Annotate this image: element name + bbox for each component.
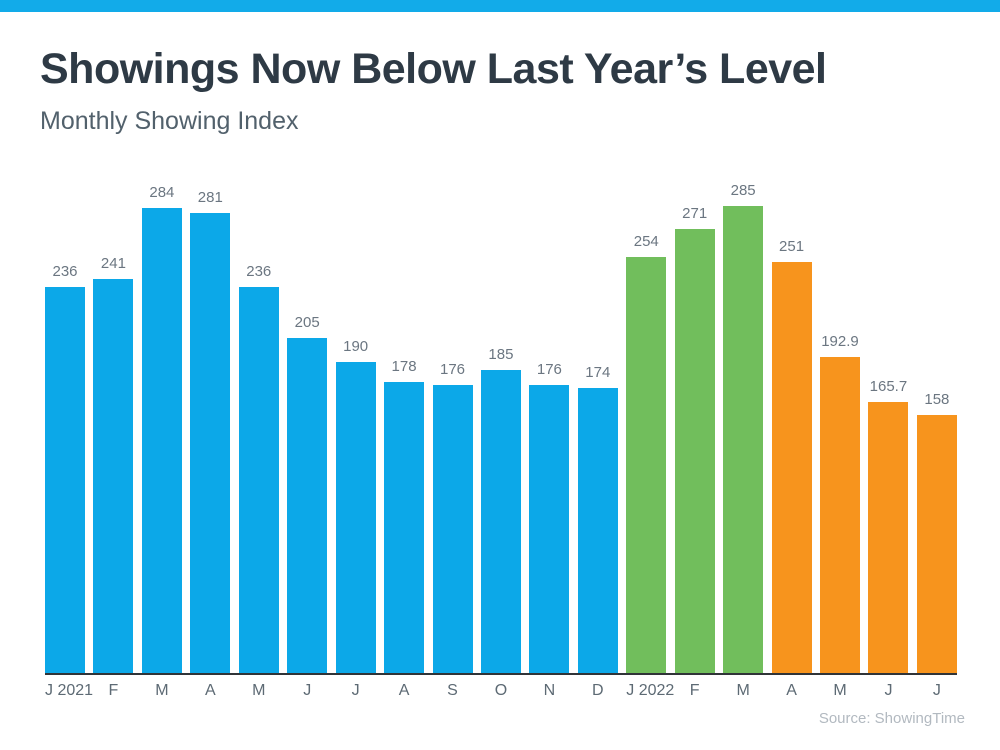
bar-group: 285 (723, 182, 764, 674)
x-axis-label: D (592, 682, 604, 700)
bar (868, 401, 909, 674)
bar (238, 286, 279, 674)
x-axis-label: J 2022 (626, 682, 675, 700)
x-axis-label: J (351, 682, 360, 700)
top-accent-bar (0, 0, 1000, 12)
bar-group: 190 (335, 338, 376, 674)
bar-group: 176 (432, 361, 473, 674)
bar (674, 229, 715, 674)
bar-group: 236 (238, 262, 279, 674)
bar (45, 286, 85, 674)
x-axis-label: O (494, 682, 508, 700)
bar-value-label: 165.7 (869, 377, 908, 395)
bar (529, 385, 570, 674)
bar-value-label: 174 (585, 364, 611, 382)
bar-group: 185 (480, 346, 521, 674)
bar (141, 208, 182, 674)
page-title: Showings Now Below Last Year’s Level (40, 45, 827, 93)
source-attribution: Source: ShowingTime (818, 710, 965, 728)
bar (723, 206, 764, 674)
x-axis-label: J 2021 (45, 682, 94, 700)
bar-group: 165.7 (868, 377, 909, 674)
page-subtitle: Monthly Showing Index (40, 107, 299, 136)
header: Showings Now Below Last Year’s Level Mon… (0, 12, 1000, 136)
bar-value-label: 254 (633, 233, 659, 251)
bar (577, 388, 618, 674)
bar-value-label: 178 (391, 357, 417, 375)
x-axis-label: F (108, 682, 119, 700)
x-axis: J 2021 F M A M J J A S O N D J 2022 F M A M J J (45, 675, 957, 700)
bar-group: 192.9 (820, 333, 860, 674)
bar-value-label: 190 (343, 338, 369, 356)
bar-value-label: 185 (488, 346, 514, 364)
x-axis-label: M (252, 682, 266, 700)
x-axis-label: J (303, 682, 312, 700)
x-axis-label: M (155, 682, 169, 700)
x-axis-label: M (736, 682, 750, 700)
bar (480, 370, 521, 674)
bar (771, 262, 812, 674)
bar (335, 362, 376, 674)
plot-area: 236 241 284 281 236 205 190 178 176 185 176 174 254 2… (45, 176, 957, 676)
x-axis-label: A (398, 682, 410, 700)
bar-group: 178 (384, 357, 425, 674)
bar-value-label: 205 (294, 313, 320, 331)
bar-value-label: 158 (924, 390, 950, 408)
bar (626, 257, 667, 674)
bar-group: 254 (626, 233, 667, 674)
bar-value-label: 285 (730, 182, 756, 200)
bar-group: 251 (771, 238, 812, 674)
bar-value-label: 251 (779, 238, 805, 256)
bar-group: 158 (916, 390, 957, 674)
bar-group: 284 (141, 184, 182, 674)
bar-value-label: 176 (439, 361, 466, 379)
x-axis-label: F (689, 682, 700, 700)
x-axis-label: A (204, 682, 216, 700)
bar-chart: 236 241 284 281 236 205 190 178 176 185 176 174 254 2… (45, 176, 957, 700)
bar-value-label: 236 (52, 262, 78, 280)
x-axis-label: N (543, 682, 556, 700)
bar-group: 236 (45, 263, 85, 674)
bar (384, 381, 425, 674)
bar (916, 414, 957, 674)
bar-value-label: 241 (100, 254, 126, 272)
x-axis-label: J (932, 682, 941, 700)
bar-group: 174 (577, 364, 618, 674)
x-axis-label: S (447, 682, 458, 700)
x-axis-label: J (884, 682, 893, 700)
x-axis-label: M (833, 682, 847, 700)
bar-value-label: 271 (682, 205, 708, 223)
bar-group: 205 (287, 313, 328, 674)
bar-group: 176 (529, 361, 570, 674)
bar (190, 213, 231, 674)
bar-group: 241 (93, 254, 134, 674)
bar (287, 337, 328, 674)
bar-value-label: 192.9 (821, 333, 859, 351)
bar-value-label: 281 (197, 189, 223, 207)
x-axis-label: A (786, 682, 797, 700)
bar (820, 357, 860, 674)
bar-value-label: 176 (536, 361, 562, 379)
bar-value-label: 284 (149, 184, 175, 202)
bar-value-label: 236 (246, 262, 272, 280)
bar-group: 271 (674, 205, 715, 674)
bar (93, 278, 134, 674)
bar (432, 385, 473, 674)
bar-group: 281 (190, 189, 231, 674)
